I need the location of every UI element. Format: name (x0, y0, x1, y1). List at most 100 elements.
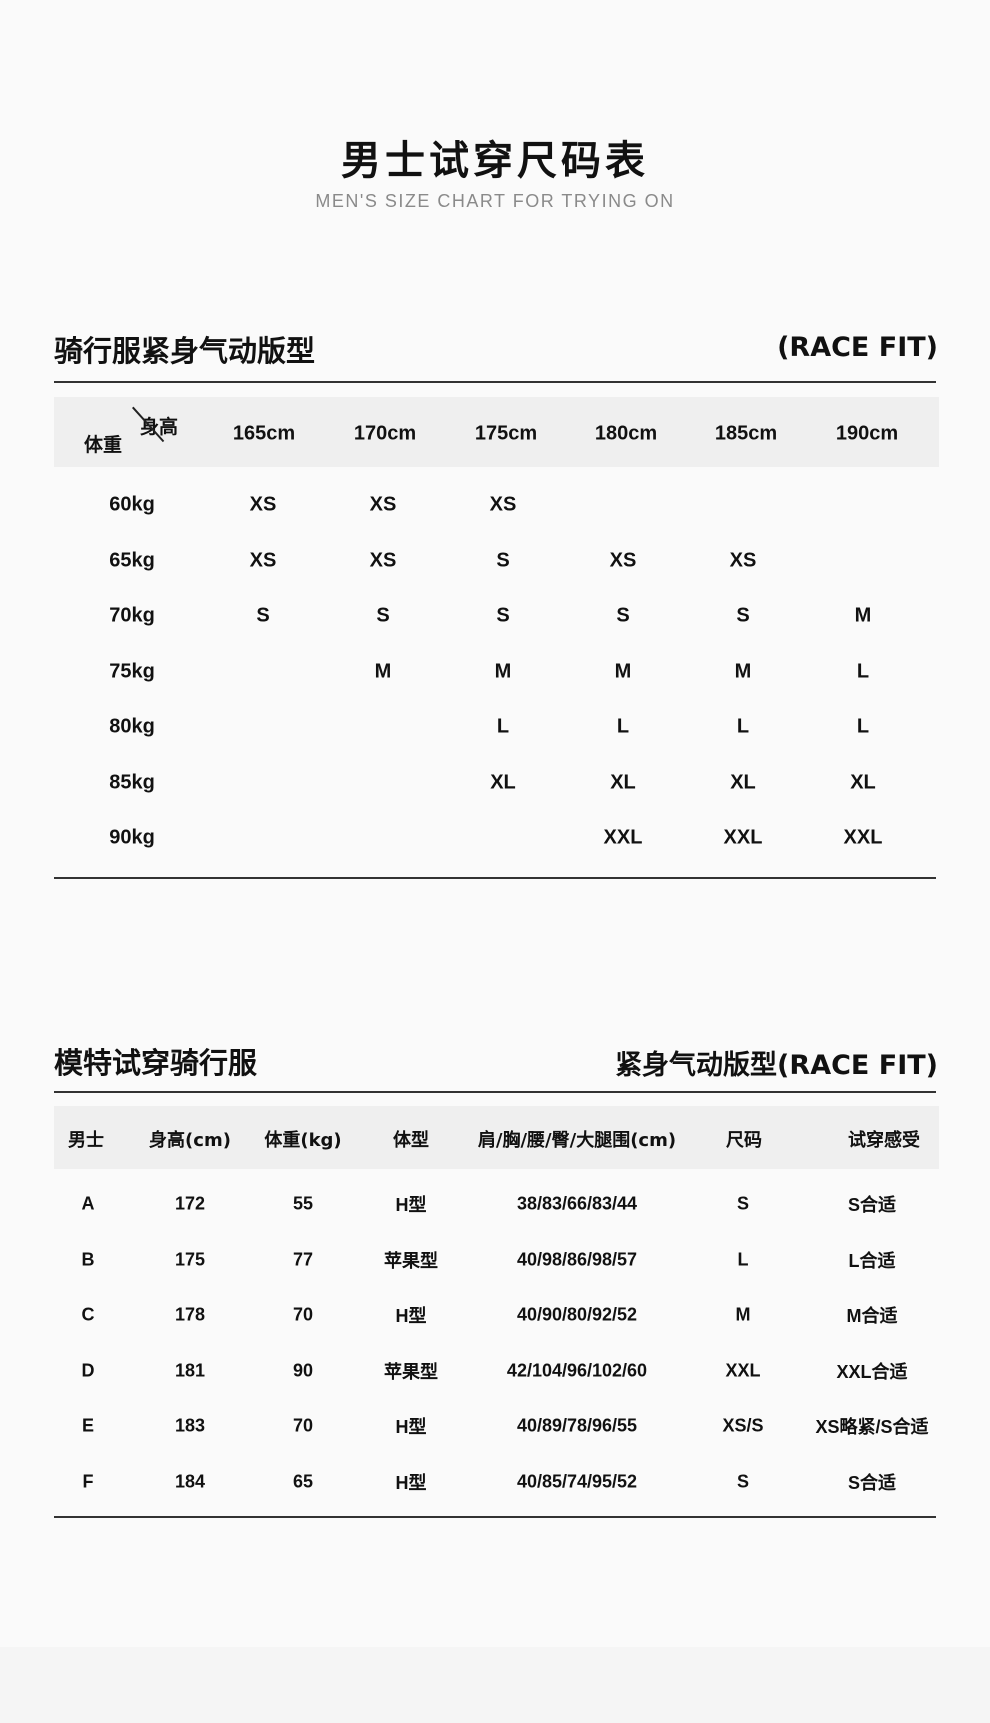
corner-weight-label: 体重 (84, 434, 123, 456)
model-table-cell: L合适 (848, 1250, 896, 1271)
model-table-cell: D (81, 1360, 95, 1380)
size-cell: L (616, 715, 630, 738)
height-column-header: 170cm (353, 422, 417, 445)
height-column-header: 185cm (714, 422, 778, 445)
size-cell: S (496, 549, 510, 571)
size-cell: XS (609, 549, 637, 571)
model-table-cell: 184 (174, 1471, 206, 1491)
size-cell: M (494, 660, 512, 682)
model-chart-top-rule (54, 1091, 936, 1093)
model-table-cell: L (737, 1249, 749, 1269)
size-cell: XL (850, 771, 876, 793)
model-table-cell: M (735, 1304, 751, 1325)
size-cell: XXL (723, 826, 763, 849)
bottom-band (0, 1647, 990, 1723)
height-column-header: 190cm (835, 422, 899, 445)
model-table-cell: H型 (395, 1417, 427, 1437)
size-cell: M (374, 660, 392, 682)
model-chart-bottom-rule (54, 1516, 936, 1518)
model-table-cell: C (81, 1304, 95, 1325)
size-chart-header-band (54, 397, 939, 467)
height-column-header: 175cm (474, 422, 538, 445)
size-cell: XS (249, 493, 277, 516)
model-table-cell: S合适 (847, 1472, 897, 1493)
size-cell: M (614, 660, 632, 682)
size-chart-title: 骑行服紧身气动版型 (54, 334, 316, 368)
model-table-cell: M合适 (846, 1306, 898, 1326)
size-cell: M (854, 604, 872, 627)
model-table-cell: H型 (395, 1195, 427, 1215)
model-table-cell: 苹果型 (384, 1250, 438, 1271)
model-table-cell: 65 (292, 1471, 314, 1491)
size-chart-top-rule (54, 381, 936, 383)
size-cell: XS (369, 549, 397, 571)
model-table-cell: XXL合适 (836, 1361, 908, 1382)
size-cell: XL (490, 771, 516, 793)
size-cell: XS (489, 493, 517, 516)
model-table-cell: 183 (174, 1415, 206, 1436)
height-column-header: 165cm (232, 422, 296, 445)
model-table-cell: S (736, 1471, 750, 1491)
model-column-header: 尺码 (726, 1130, 762, 1151)
model-column-header: 试穿感受 (848, 1130, 920, 1151)
model-table-cell: 40/89/78/96/55 (516, 1415, 638, 1436)
model-chart-header-band (54, 1106, 939, 1169)
weight-row-label: 90kg (109, 826, 155, 849)
weight-row-label: 70kg (109, 604, 155, 627)
size-cell: XS (249, 549, 277, 571)
corner-height-label: 身高 (140, 416, 179, 438)
size-cell: XL (730, 771, 756, 793)
model-table-cell: S合适 (847, 1195, 897, 1215)
model-table-cell: A (81, 1193, 95, 1214)
model-table-cell: F (82, 1471, 94, 1491)
weight-row-label: 75kg (109, 660, 155, 682)
size-cell: L (736, 715, 750, 738)
model-table-cell: E (81, 1415, 95, 1436)
model-column-header: 体重(kg) (264, 1130, 342, 1151)
weight-row-label: 85kg (109, 771, 155, 793)
size-chart-bottom-rule (54, 877, 936, 879)
size-cell: M (734, 660, 752, 682)
model-column-header: 身高(cm) (149, 1130, 231, 1151)
model-column-header: 肩/胸/腰/臀/大腿围(cm) (477, 1130, 677, 1151)
page-subtitle: MEN'S SIZE CHART FOR TRYING ON (315, 191, 675, 211)
model-table-cell: XXL (725, 1360, 761, 1380)
model-table-cell: 42/104/96/102/60 (506, 1360, 648, 1380)
model-table-cell: 70 (292, 1415, 314, 1436)
model-chart-fit-label: 紧身气动版型(RACE FIT) (615, 1050, 938, 1081)
model-column-header: 体型 (393, 1130, 429, 1151)
size-cell: S (256, 604, 270, 627)
page-title: 男士试穿尺码表 (341, 138, 649, 184)
model-table-cell: 90 (292, 1360, 314, 1380)
size-cell: XXL (843, 826, 883, 849)
size-cell: XS (369, 493, 397, 516)
model-table-cell: 181 (174, 1360, 206, 1380)
size-cell: XXL (603, 826, 643, 849)
model-table-cell: XS/S (722, 1415, 764, 1436)
model-table-cell: 175 (174, 1249, 206, 1269)
size-cell: L (856, 660, 870, 682)
model-table-cell: 70 (292, 1304, 314, 1325)
model-table-cell: 178 (174, 1304, 206, 1325)
model-table-cell: B (81, 1249, 95, 1269)
weight-row-label: 80kg (109, 715, 155, 738)
size-cell: L (496, 715, 510, 738)
model-table-cell: S (736, 1193, 750, 1214)
size-cell: L (856, 715, 870, 738)
model-table-cell: H型 (395, 1306, 427, 1326)
size-cell: S (736, 604, 750, 627)
model-table-cell: 55 (292, 1193, 314, 1214)
size-cell: S (376, 604, 390, 627)
model-column-header: 男士 (68, 1130, 104, 1151)
size-cell: XS (729, 549, 757, 571)
weight-row-label: 65kg (109, 549, 155, 571)
model-table-cell: 77 (292, 1249, 314, 1269)
model-chart-title: 模特试穿骑行服 (54, 1046, 258, 1080)
model-table-cell: 40/90/80/92/52 (516, 1304, 638, 1325)
size-cell: XL (610, 771, 636, 793)
height-column-header: 180cm (594, 422, 658, 445)
weight-row-label: 60kg (109, 493, 155, 516)
model-table-cell: H型 (395, 1472, 427, 1493)
model-table-cell: 40/85/74/95/52 (516, 1471, 638, 1491)
model-table-cell: 38/83/66/83/44 (516, 1193, 638, 1214)
